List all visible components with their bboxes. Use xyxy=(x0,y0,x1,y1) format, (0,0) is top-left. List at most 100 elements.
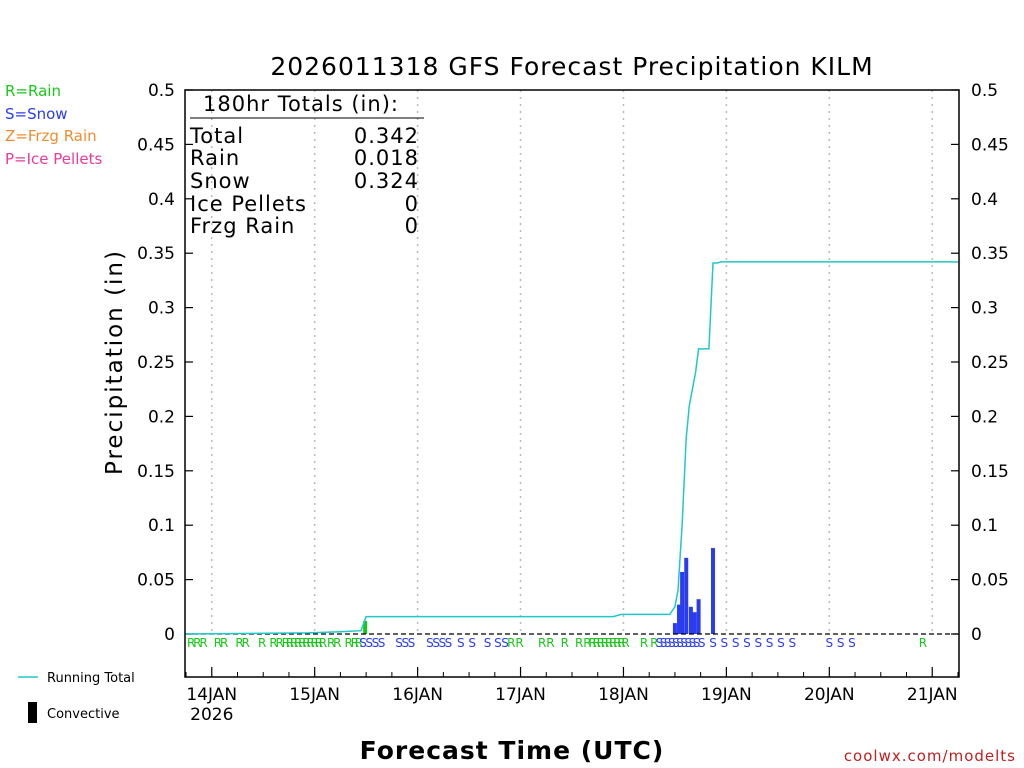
precip-type-letter: R xyxy=(199,636,207,650)
precip-type-letter: R xyxy=(601,636,609,650)
precip-type-letter: S xyxy=(660,636,668,650)
precip-type-letter: R xyxy=(621,636,629,650)
x-tick-label: 14JAN xyxy=(186,685,237,705)
precip-type-letter: R xyxy=(319,636,327,650)
x-tick-label: 19JAN xyxy=(701,685,752,705)
precip-type-letter: R xyxy=(282,636,290,650)
precip-type-letter: S xyxy=(395,636,403,650)
convective-legend-swatch xyxy=(28,702,37,723)
y-tick-label-left: 0.4 xyxy=(148,190,175,210)
precip-type-letter: S xyxy=(668,636,676,650)
precip-type-letter: R xyxy=(290,636,298,650)
convective-bar xyxy=(677,604,682,634)
y-tick-label-right: 0.45 xyxy=(971,135,1009,155)
precip-type-letter: S xyxy=(372,636,380,650)
precip-type-letter: R xyxy=(242,636,250,650)
x-tick-label: 21JAN xyxy=(907,685,958,705)
precip-type-letter: R xyxy=(593,636,601,650)
precip-type-letter: R xyxy=(507,636,515,650)
y-tick-label-right: 0.4 xyxy=(971,190,998,210)
x-tick-label: 20JAN xyxy=(804,685,855,705)
precip-type-letter: S xyxy=(439,636,447,650)
precip-type-letter: R xyxy=(333,636,341,650)
x-tick-year: 2026 xyxy=(190,705,233,725)
y-tick-label-right: 0 xyxy=(971,625,982,645)
precip-type-letter: S xyxy=(672,636,680,650)
chart-title: 2026011318 GFS Forecast Precipitation KI… xyxy=(270,52,873,81)
x-tick-label: 18JAN xyxy=(598,685,649,705)
y-tick-label-left: 0.2 xyxy=(148,407,175,427)
convective-bar xyxy=(692,612,697,634)
x-axis-label: Forecast Time (UTC) xyxy=(360,736,665,765)
totals-label-snow: Snow xyxy=(190,169,251,193)
y-axis-label: Precipitation (in) xyxy=(102,249,128,475)
precip-type-letter: S xyxy=(445,636,453,650)
precip-type-letter: S xyxy=(468,636,476,650)
y-tick-label-right: 0.1 xyxy=(971,516,998,536)
convective-legend-label: Convective xyxy=(47,707,120,722)
precip-type-letter: S xyxy=(501,636,509,650)
precip-type-letter: R xyxy=(919,636,927,650)
y-tick-label-right: 0.5 xyxy=(971,81,998,101)
legend-ice-pellets: P=Ice Pellets xyxy=(5,150,102,168)
y-tick-label-left: 0.25 xyxy=(137,353,175,373)
precip-type-letter: R xyxy=(327,636,335,650)
y-tick-label-left: 0.5 xyxy=(148,81,175,101)
plot-frame xyxy=(184,89,960,678)
precip-type-letter: R xyxy=(561,636,569,650)
precip-type-letter: R xyxy=(286,636,294,650)
convective-bars xyxy=(363,548,716,634)
credit-link[interactable]: coolwx.com/modelts xyxy=(844,747,1016,765)
y-tick-label-left: 0.45 xyxy=(137,135,175,155)
precip-type-letter: R xyxy=(276,636,284,650)
convective-bar xyxy=(684,557,689,634)
precip-type-letter: S xyxy=(656,636,664,650)
precip-type-letter: R xyxy=(609,636,617,650)
y-tick-label-left: 0.05 xyxy=(137,571,175,591)
precip-type-letter: S xyxy=(426,636,434,650)
precip-type-letter: S xyxy=(732,636,740,650)
y-tick-label-right: 0.3 xyxy=(971,299,998,319)
precip-type-letter: S xyxy=(693,636,701,650)
precip-type-letter: S xyxy=(676,636,684,650)
precip-type-letter: R xyxy=(214,636,222,650)
precip-type-letter: S xyxy=(494,636,502,650)
precip-type-letter: S xyxy=(721,636,729,650)
totals-value-total: 0.342 xyxy=(354,124,419,148)
precip-type-letter: R xyxy=(220,636,228,650)
precip-type-letter: R xyxy=(650,636,658,650)
precip-type-letter: R xyxy=(193,636,201,650)
precip-type-letter: S xyxy=(754,636,762,650)
y-ticks-right: 0 0.05 0.1 0.15 0.2 0.25 0.3 0.35 0.4 0.45 0.5 xyxy=(951,81,1009,645)
precip-type-letter: R xyxy=(258,636,266,650)
totals-value-rain: 0.018 xyxy=(354,146,419,170)
totals-value-frzg-rain: 0 xyxy=(405,214,419,238)
precip-type-letter: S xyxy=(777,636,785,650)
precip-type-letter: R xyxy=(575,636,583,650)
y-tick-label-right: 0.35 xyxy=(971,244,1009,264)
precip-type-letter: S xyxy=(484,636,492,650)
x-tick-label: 15JAN xyxy=(289,685,340,705)
precip-type-letter: S xyxy=(689,636,697,650)
precip-type-letter: R xyxy=(306,636,314,650)
convective-bar xyxy=(680,571,685,634)
precip-type-letter: S xyxy=(401,636,409,650)
precip-type-letter: S xyxy=(788,636,796,650)
x-tick-label: 17JAN xyxy=(495,685,546,705)
totals-label-total: Total xyxy=(189,124,244,148)
precip-type-letter: R xyxy=(187,636,195,650)
precip-type-letter: R xyxy=(640,636,648,650)
y-tick-label-left: 0.3 xyxy=(148,299,175,319)
y-ticks-left: 0 0.05 0.1 0.15 0.2 0.25 0.3 0.35 0.4 0.45 0.5 xyxy=(137,81,193,645)
precip-type-letter: R xyxy=(344,636,352,650)
precip-type-letter: S xyxy=(826,636,834,650)
convective-bar xyxy=(672,623,677,634)
precip-type-letter: S xyxy=(837,636,845,650)
precip-type-letter: R xyxy=(588,636,596,650)
precip-type-letter: S xyxy=(365,636,373,650)
precip-type-letter: R xyxy=(294,636,302,650)
y-tick-label-left: 0.15 xyxy=(137,462,175,482)
